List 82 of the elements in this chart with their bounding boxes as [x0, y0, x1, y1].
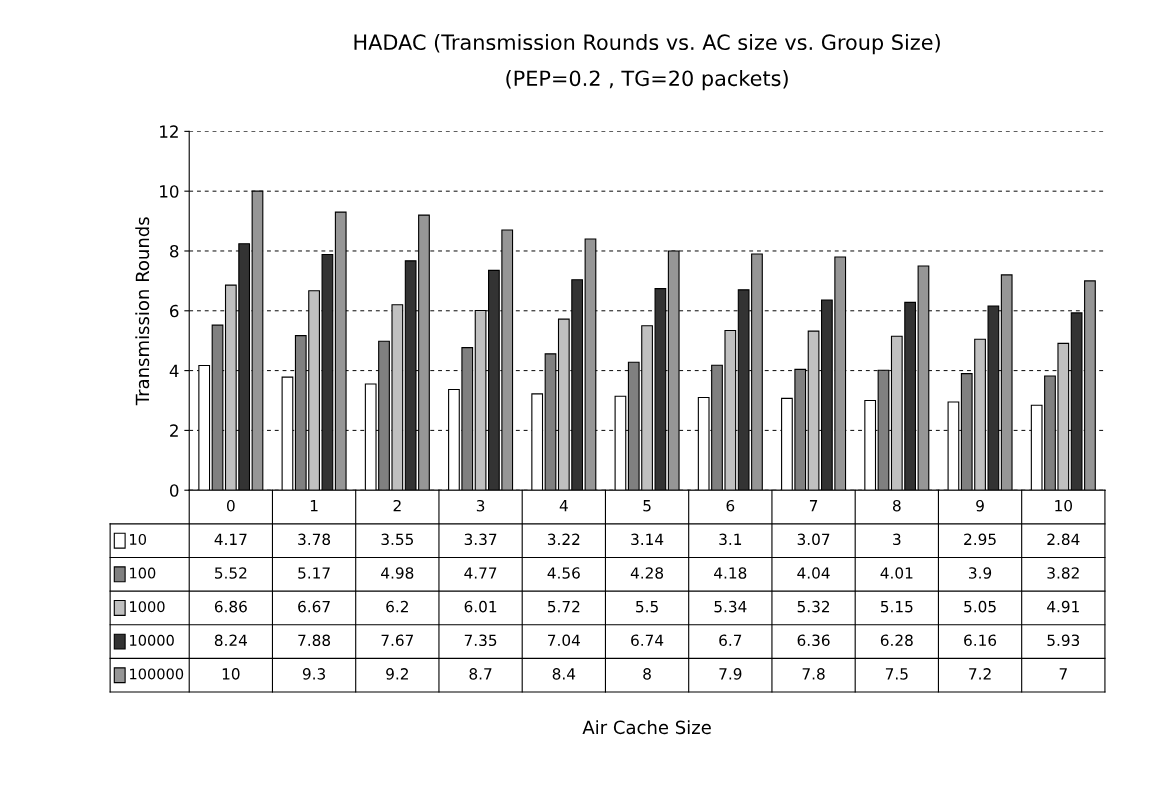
data-label: 7.2	[969, 668, 991, 680]
x-tick-label: 8	[892, 499, 901, 512]
data-label: 7.04	[548, 634, 580, 647]
data-label: 3.82	[1047, 567, 1079, 579]
data-label: 4.77	[464, 567, 497, 579]
y-tick-label: 10	[160, 185, 179, 198]
data-label: 7.8	[802, 668, 825, 680]
x-tick-label: 7	[809, 500, 818, 512]
data-label: 3.55	[381, 533, 414, 546]
data-label: 4.91	[1047, 600, 1079, 613]
data-label: 4.17	[214, 533, 247, 545]
data-label: 4.98	[381, 567, 414, 579]
data-label: 3.07	[797, 533, 830, 546]
y-tick-label: 8	[170, 244, 179, 258]
data-label: 6.74	[631, 634, 664, 647]
data-label: 3	[893, 533, 901, 546]
y-axis-title: Transmission Rounds	[135, 217, 150, 406]
data-label: 5.34	[714, 600, 747, 613]
x-tick-label: 2	[393, 499, 401, 512]
x-tick-label: 5	[643, 500, 651, 512]
data-label: 6.16	[964, 634, 997, 647]
data-label: 2.84	[1047, 533, 1080, 546]
legend-label: 100000	[130, 668, 184, 680]
y-tick-label: 6	[170, 304, 179, 318]
data-label: 6.28	[880, 634, 913, 647]
x-tick-label: 0	[226, 499, 235, 512]
data-label: 3.22	[547, 533, 580, 546]
data-label: 5.17	[298, 567, 330, 579]
legend-label: 100	[130, 567, 156, 579]
data-label: 2.95	[964, 533, 996, 546]
y-tick-label: 2	[170, 424, 178, 437]
text: Air Cache Size	[582, 720, 711, 735]
data-label: 7	[1059, 668, 1067, 680]
data-label: 6.86	[214, 600, 247, 613]
data-label: 5.52	[215, 567, 247, 579]
data-label: 4.18	[714, 567, 747, 579]
data-label: 8.4	[552, 668, 576, 680]
data-label: 5.5	[636, 601, 658, 613]
y-tick-label: 0	[169, 484, 179, 497]
x-tick-label: 10	[1055, 499, 1073, 512]
x-tick-label: 4	[559, 500, 568, 512]
data-label: 3.9	[969, 567, 992, 579]
data-label: 9.2	[386, 668, 408, 680]
data-label: 4.28	[630, 567, 664, 579]
chart-title: HADAC (Transmission Rounds vs. AC size vs. Group Size)	[354, 33, 940, 55]
data-label: 7.35	[464, 634, 497, 647]
data-label: 7.9	[719, 668, 742, 680]
data-label: 4.01	[880, 567, 913, 579]
data-label: 10	[222, 668, 240, 680]
chart-subtitle: (PEP=0.2 , TG=20 packets)	[506, 70, 788, 91]
data-label: 4.56	[547, 567, 580, 579]
data-label: 6.36	[797, 634, 830, 647]
x-tick-label: 3	[476, 499, 485, 512]
data-label: 6.67	[298, 600, 330, 613]
data-label: 5.32	[797, 600, 830, 613]
x-tick-label: 6	[726, 499, 735, 512]
data-label: 4.04	[797, 567, 830, 579]
data-label: 8	[643, 668, 651, 680]
data-label: 6.7	[719, 634, 742, 647]
data-label: 6.01	[464, 600, 497, 613]
data-label: 7.88	[298, 634, 331, 647]
data-label: 7.5	[885, 668, 908, 680]
y-tick-label: 4	[169, 364, 179, 377]
data-label: 5.72	[548, 600, 580, 613]
data-label: 5.15	[880, 601, 913, 613]
data-label: 8.7	[469, 668, 492, 680]
x-tick-label: 1	[310, 500, 318, 512]
data-label: 8.24	[214, 634, 247, 647]
data-label: 3.37	[464, 533, 497, 546]
data-label: 3.14	[631, 533, 664, 546]
data-label: 7.67	[381, 634, 414, 647]
data-label: 3.1	[719, 533, 742, 546]
legend-label: 1000	[130, 601, 165, 613]
legend-label: 10000	[130, 634, 174, 646]
data-label: 6.2	[386, 600, 408, 613]
legend-label: 10	[130, 533, 147, 545]
data-label: 5.05	[964, 600, 996, 613]
data-label: 5.93	[1047, 634, 1080, 647]
data-label: 9.3	[302, 668, 326, 680]
data-label: 3.78	[298, 533, 331, 546]
x-tick-label: 9	[976, 499, 984, 512]
y-tick-label: 12	[160, 125, 178, 138]
